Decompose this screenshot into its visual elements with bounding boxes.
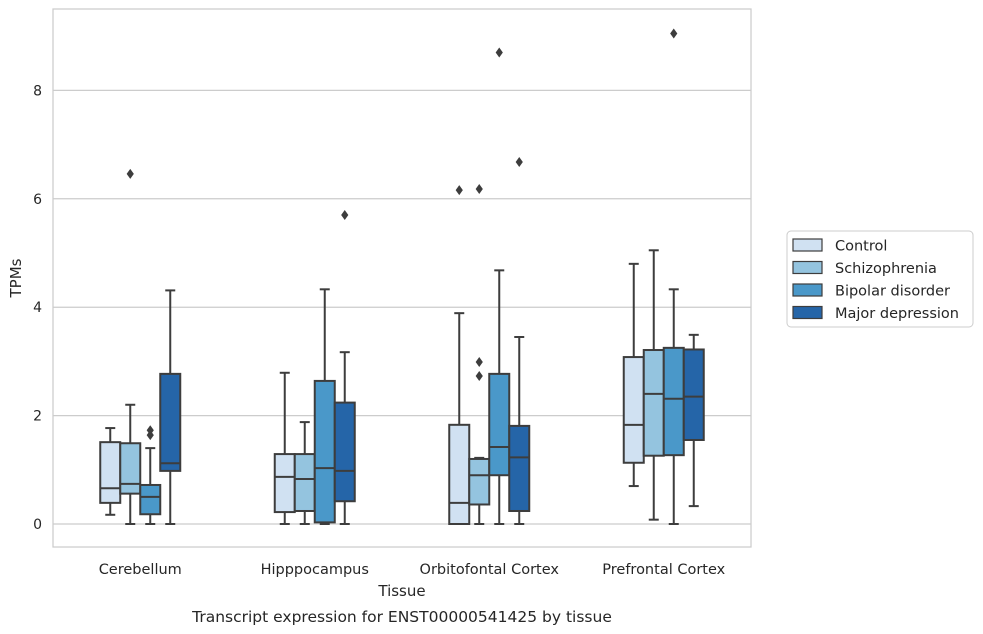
box-body: [273, 453, 296, 514]
outlier-marker: [146, 425, 154, 436]
legend-swatch: [792, 283, 823, 297]
x-tick-label: Orbitofontal Cortex: [420, 562, 560, 578]
legend-label: Bipolar disorder: [835, 284, 950, 300]
box-group: [159, 289, 182, 525]
box-group: [273, 371, 296, 525]
y-tick-label: 8: [33, 83, 42, 99]
outlier-marker: [475, 371, 483, 382]
x-tick-labels: Cerebellum Hipppocampus Orbitofontal Corte…: [99, 562, 726, 578]
box-body: [682, 348, 705, 441]
box-body: [99, 441, 122, 504]
box-body: [622, 356, 645, 464]
y-tick-labels: 0 2 4 6 8: [33, 83, 42, 533]
legend-swatch: [792, 260, 823, 275]
box-body: [159, 372, 182, 472]
box-body: [508, 424, 531, 512]
legend-label: Control: [835, 239, 887, 255]
outlier-marker: [341, 210, 349, 221]
box-group: [622, 262, 645, 488]
legend-label: Schizophrenia: [835, 261, 937, 277]
box-body: [119, 442, 142, 495]
y-tick-label: 0: [33, 517, 42, 533]
box-group: [333, 210, 356, 525]
box-body: [468, 457, 491, 506]
outlier-marker: [515, 156, 523, 167]
legend: Control Schizophrenia Bipolar disorder Majo…: [786, 230, 974, 328]
outlier-marker: [495, 47, 503, 58]
plot-frame: [52, 8, 752, 548]
y-tick-label: 2: [33, 409, 42, 425]
legend-swatch: [792, 238, 823, 252]
box-group: [488, 47, 511, 525]
box-body: [293, 453, 316, 512]
box-body: [139, 483, 162, 516]
box-group: [508, 156, 531, 525]
legend-swatch: [792, 305, 823, 320]
outlier-marker: [475, 356, 483, 367]
legend-frame: [786, 230, 974, 328]
box-group: [682, 333, 705, 508]
plot-background: [53, 9, 751, 547]
outlier-marker: [670, 28, 678, 39]
y-axis-label: TPMs: [7, 258, 25, 298]
box-group: [139, 425, 162, 525]
outlier-marker: [475, 184, 483, 195]
x-tick-label: Hipppocampus: [261, 562, 369, 578]
box-group: [119, 168, 142, 525]
x-axis-label: Tissue: [377, 582, 425, 600]
x-tick-label: Cerebellum: [99, 562, 182, 578]
box-group: [468, 184, 491, 525]
box-body: [333, 401, 356, 503]
box-body: [448, 423, 471, 525]
y-tick-label: 6: [33, 192, 42, 208]
box-body: [488, 372, 511, 477]
box-group: [313, 288, 336, 525]
boxes-layer: [99, 28, 705, 525]
box-body: [313, 379, 336, 524]
box-body: [662, 346, 685, 457]
x-tick-label: Prefrontal Cortex: [602, 562, 725, 578]
legend-label: Major depression: [835, 306, 959, 322]
box-group: [293, 421, 316, 525]
y-tick-label: 4: [33, 300, 42, 316]
box-body: [642, 349, 665, 457]
chart-caption: Transcript expression for ENST0000054142…: [191, 608, 612, 626]
outlier-marker: [455, 185, 463, 196]
outlier-marker: [126, 168, 134, 179]
